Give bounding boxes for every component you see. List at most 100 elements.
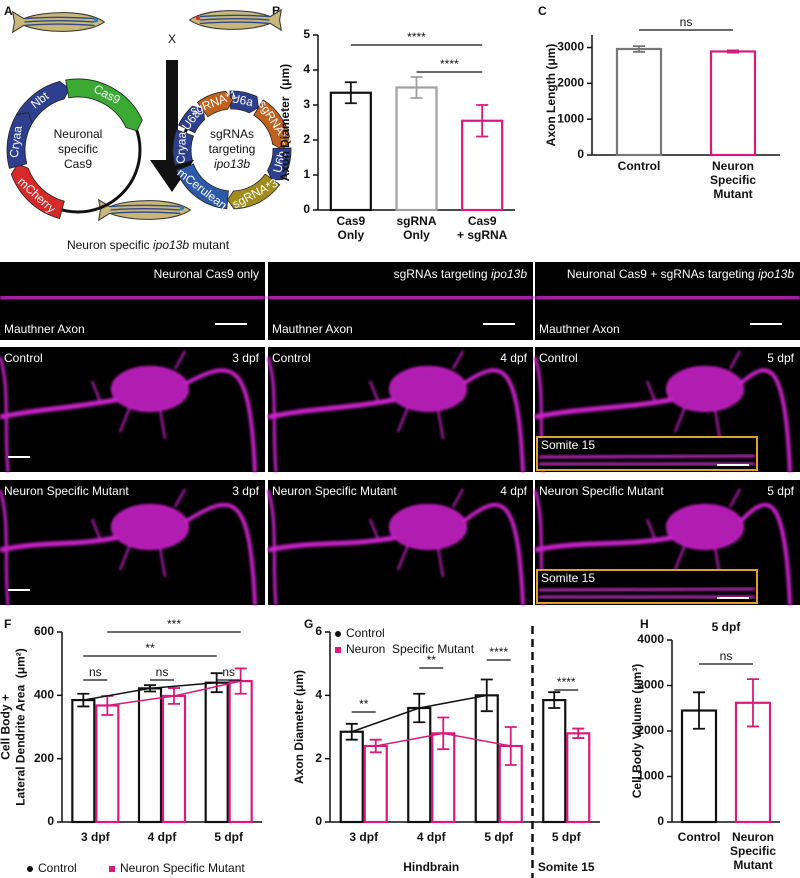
image-label: Mauthner Axon [4, 322, 85, 336]
segment-label: Cryaa [7, 125, 25, 159]
axon-image [0, 396, 121, 420]
x-tick-label: Control [678, 830, 721, 844]
x-tick-label: Only [403, 228, 430, 242]
bar [161, 694, 187, 824]
y-tick-label: 2 [303, 132, 310, 146]
error-bar [234, 667, 247, 695]
trend-line [107, 680, 241, 707]
y-tick-label: 2 [315, 751, 322, 765]
y-tick-label: 1000 [557, 111, 584, 125]
arrow [150, 60, 194, 192]
dendrite-image [183, 502, 257, 606]
x-tick-label: 5 dpf [214, 830, 244, 844]
cell-body [666, 366, 744, 412]
image-label: Neuron Specific Mutant [272, 484, 397, 498]
neuron-image [266, 350, 525, 473]
significance-label: ns [680, 15, 693, 29]
legend-marker [109, 866, 115, 872]
significance-label: **** [440, 57, 459, 71]
significance-label: ** [359, 697, 369, 711]
cell-body [389, 366, 467, 412]
significance-label: ns [89, 665, 102, 679]
y-tick-label: 3000 [637, 678, 664, 692]
legend-label: Control [346, 626, 385, 640]
inset-label: Somite 15 [541, 571, 595, 585]
fish-stripe [110, 211, 181, 215]
legend-label: Neuron Specific Mutant [346, 642, 475, 656]
group-label: Somite 15 [538, 860, 595, 874]
trend-line [375, 732, 511, 747]
y-axis-label-line: Lateral Dendrite Area (μm²) [14, 648, 28, 806]
group-label: Hindbrain [403, 860, 459, 874]
y-tick-label: 200 [34, 751, 54, 765]
axon-image [0, 489, 10, 606]
image-label-part: Neuronal Cas9 + sgRNAs targeting [567, 267, 758, 281]
error-bar [210, 672, 223, 694]
panel-label: G [304, 617, 313, 631]
error-bar [77, 692, 90, 708]
plasmid-segment [65, 78, 143, 132]
bar [228, 679, 253, 824]
axon-image [0, 290, 266, 305]
y-axis-label: Axon Length (μm) [544, 44, 558, 147]
bar [474, 694, 499, 824]
dendrite-image [461, 502, 525, 606]
panel-label: H [640, 617, 649, 631]
axon-image [267, 290, 534, 305]
bar [204, 681, 229, 824]
fish-stripe [110, 208, 181, 211]
y-tick-label: 600 [34, 624, 54, 638]
fish-stripe [199, 21, 270, 25]
plasmid-segment [177, 105, 205, 134]
bar [339, 730, 364, 824]
fish-body [188, 8, 282, 32]
fish-stripe [24, 16, 95, 20]
y-tick-label: 3 [303, 97, 310, 111]
plasmid-segment [172, 129, 194, 166]
significance-label: ns [222, 665, 235, 679]
image-label: Neuronal Cas9 only [154, 267, 259, 281]
fish-stripe [110, 204, 181, 208]
fish-body [12, 10, 106, 34]
caption: Neuron specific ipo13b mutant [67, 238, 230, 252]
x-tick-label: Cas9 [468, 214, 497, 228]
caption-part: ipo13b [153, 238, 189, 252]
x-tick-label: 5 dpf [484, 830, 514, 844]
y-tick-label: 6 [315, 624, 322, 638]
y-axis-label-line: Axon Diameter (μm) [292, 670, 306, 784]
fish-eye [195, 16, 201, 21]
y-tick-label: 4000 [637, 632, 664, 646]
y-axis-label-line: Cell Body + [0, 694, 13, 760]
x-tick-label: sgRNA [396, 214, 436, 228]
significance-label: **** [489, 645, 508, 659]
plasmid-name: specific [58, 142, 98, 156]
significance-label: ** [145, 641, 155, 655]
plasmid-segment [227, 173, 281, 210]
bar [363, 744, 388, 824]
y-axis-label: Axon Diameter (μm) [278, 64, 292, 181]
significance-label: **** [557, 675, 576, 689]
y-tick-label: 2000 [557, 76, 584, 90]
y-tick-label: 2000 [637, 723, 664, 737]
legend-label: Neuron Specific Mutant [120, 861, 245, 875]
image-label: 3 dpf [232, 484, 259, 498]
error-bar [572, 727, 585, 739]
error-bar [476, 104, 489, 138]
panel-label: C [538, 4, 547, 18]
axon-image [0, 534, 121, 553]
image-label: 3 dpf [232, 351, 259, 365]
image-label: 5 dpf [767, 351, 794, 365]
panel-label: B [272, 4, 281, 18]
bar [566, 732, 591, 824]
cross: X [168, 32, 176, 46]
panel-label: F [4, 617, 11, 631]
plasmid-segment [176, 163, 229, 210]
axon-image [267, 534, 399, 553]
bar [542, 698, 567, 824]
axon-image [266, 356, 278, 473]
x-tick-label: 3 dpf [349, 830, 379, 844]
image-label: Mauthner Axon [272, 322, 353, 336]
bar [137, 687, 163, 824]
bar [709, 50, 757, 157]
